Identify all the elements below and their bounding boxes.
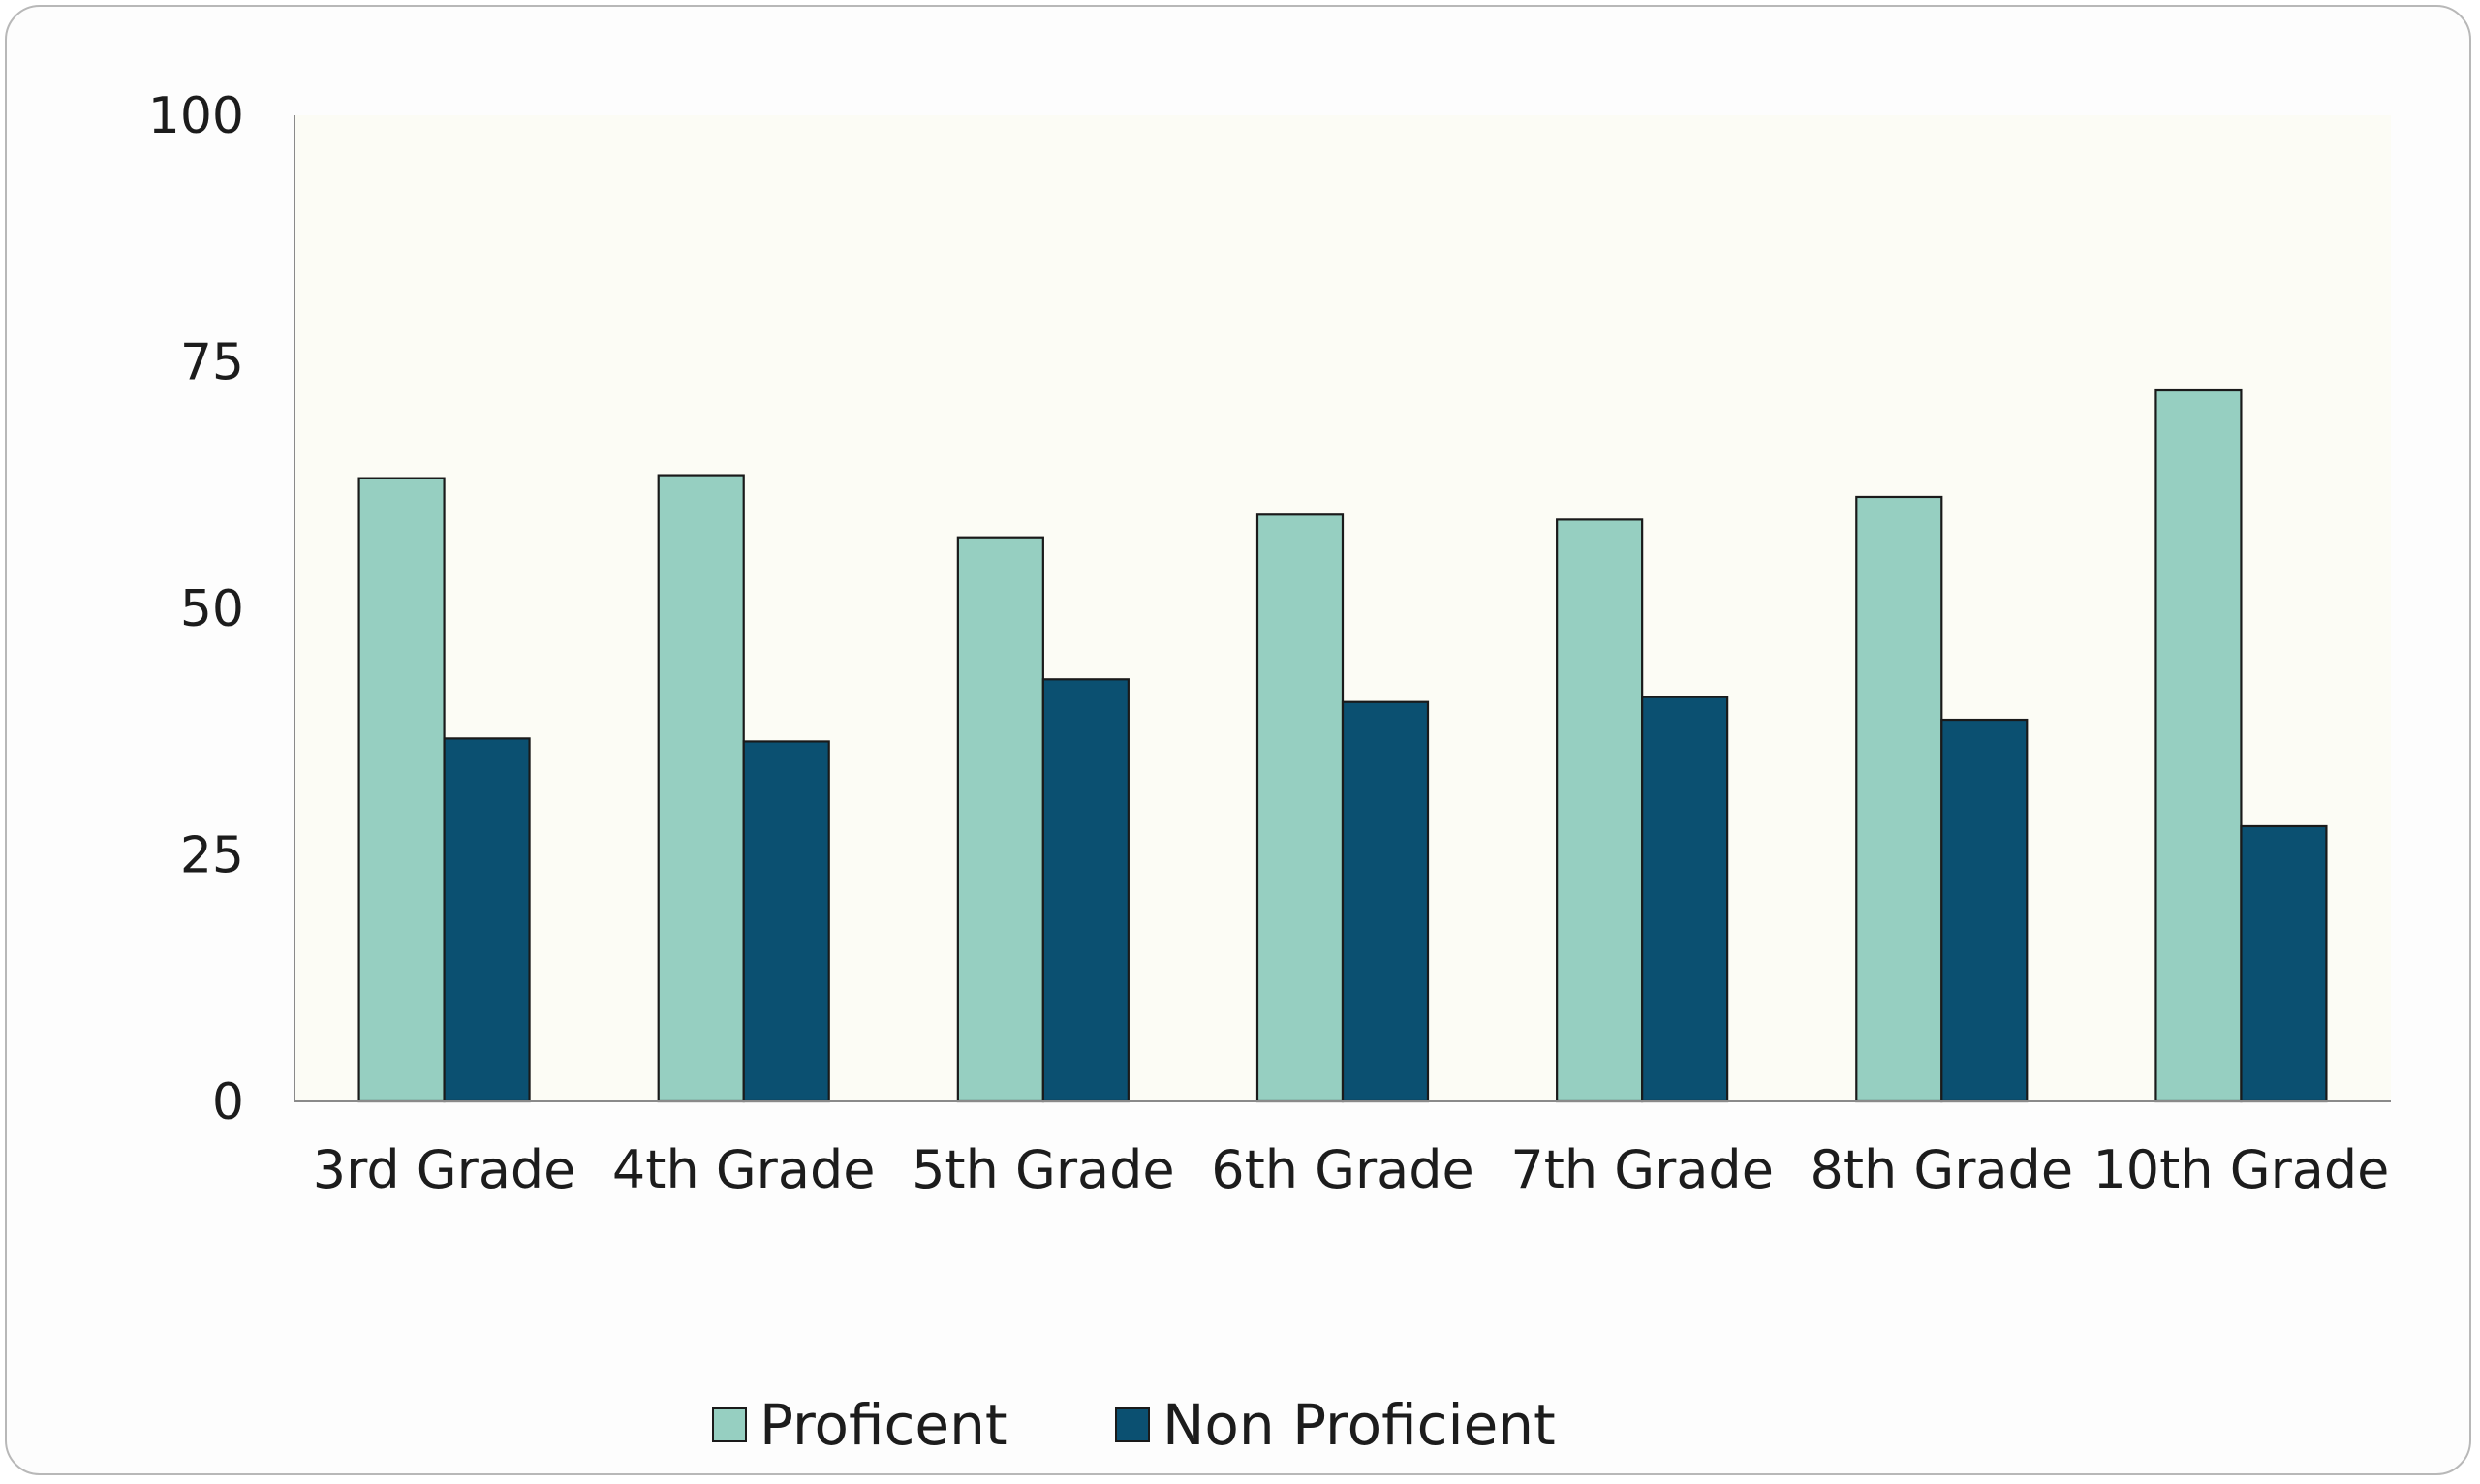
- y-tick-label: 75: [180, 334, 244, 392]
- y-tick-label: 50: [180, 580, 244, 638]
- bars-group: [357, 388, 2328, 1103]
- legend-label-non-proficient: Non Proficient: [1162, 1392, 1556, 1458]
- bar-proficent-6: [1855, 495, 1943, 1103]
- x-tick-label: 8th Grade: [1811, 1139, 2074, 1200]
- bar-proficent-1: [357, 477, 446, 1103]
- bar-non-proficient-4: [1341, 700, 1430, 1103]
- bar-non-proficient-3: [1041, 678, 1130, 1103]
- x-tick-label: 4th Grade: [612, 1139, 876, 1200]
- bar-proficent-3: [956, 536, 1044, 1103]
- legend-swatch-proficent: [712, 1407, 747, 1442]
- x-tick-label: 6th Grade: [1211, 1139, 1474, 1200]
- legend-swatch-non-proficient: [1115, 1407, 1150, 1442]
- legend-label-proficent: Proficent: [760, 1392, 1008, 1458]
- bar-non-proficient-7: [2240, 824, 2328, 1103]
- x-tick-label: 3rd Grade: [313, 1139, 576, 1200]
- bar-proficent-5: [1556, 518, 1644, 1103]
- bar-proficent-7: [2154, 388, 2243, 1103]
- bar-non-proficient-6: [1940, 718, 2029, 1103]
- y-axis-ticks: 0 25 50 75 100: [148, 87, 244, 1131]
- bar-non-proficient-2: [742, 740, 830, 1103]
- x-tick-label: 10th Grade: [2092, 1139, 2389, 1200]
- bar-proficent-4: [1256, 513, 1345, 1103]
- x-axis-labels: 3rd Grade 4th Grade 5th Grade 6th Grade 7th …: [313, 1139, 2390, 1200]
- x-tick-label: 5th Grade: [912, 1139, 1175, 1200]
- y-tick-label: 100: [148, 87, 244, 145]
- x-tick-label: 7th Grade: [1510, 1139, 1774, 1200]
- bar-non-proficient-5: [1641, 696, 1729, 1103]
- y-tick-label: 0: [212, 1073, 244, 1131]
- bar-proficent-2: [657, 474, 745, 1103]
- y-tick-label: 25: [180, 827, 244, 885]
- legend: Proficent Non Proficient: [712, 1392, 1556, 1458]
- bar-non-proficient-1: [443, 737, 531, 1103]
